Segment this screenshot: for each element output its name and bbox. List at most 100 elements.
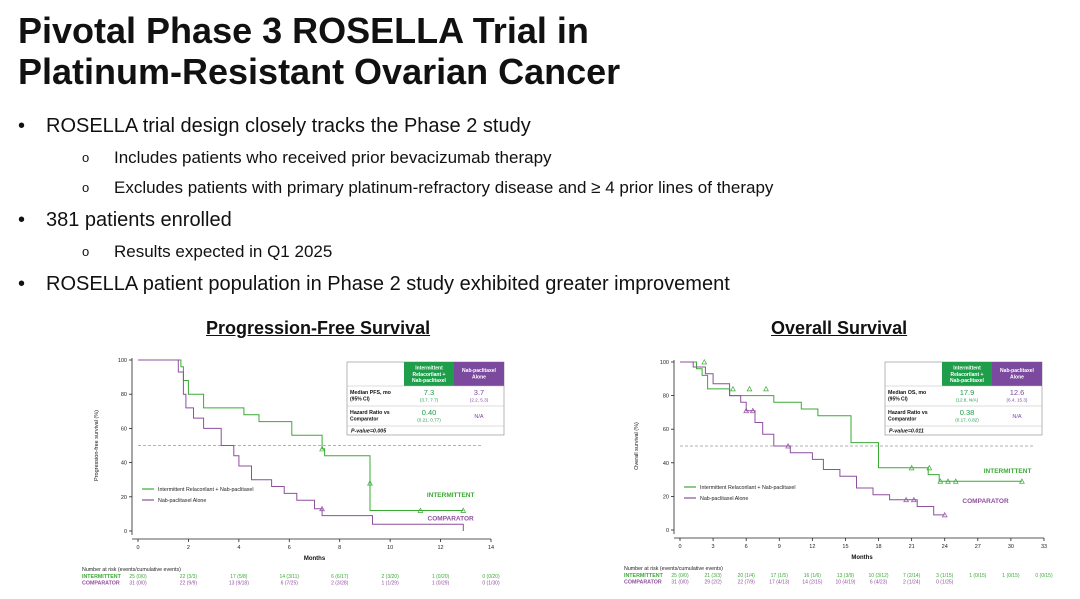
x-tick-label: 10 (387, 545, 393, 551)
at-risk-value-intermittent: 16 (1/6) (804, 573, 822, 579)
censor-mark-intermittent (746, 385, 753, 392)
censor-mark-intermittent (908, 464, 915, 471)
summary-table-value-comparator: N/A (1012, 414, 1022, 420)
summary-table-header-intermittent (942, 362, 992, 386)
summary-table-value-intermittent: 0.40 (422, 408, 437, 417)
sub-bullet-marker: o (82, 244, 90, 259)
at-risk-value-intermittent: 20 (1/4) (738, 573, 756, 579)
os-section-title: Overall Survival (771, 318, 908, 338)
at-risk-value-comparator: 22 (7/9) (738, 580, 756, 586)
censor-mark-comparator (319, 505, 325, 512)
sub-bullet-marker: o (82, 150, 90, 165)
bullet-text: ROSELLA trial design closely tracks the … (46, 115, 531, 137)
x-tick-label: 18 (875, 544, 881, 550)
summary-table-header-intermittent (404, 362, 454, 386)
series-label-intermittent: INTERMITTENT (984, 468, 1032, 475)
legend-label-intermittent: Intermittent Relacorilant + Nab-paclitax… (700, 485, 796, 491)
sub-bullet-text: Results expected in Q1 2025 (114, 242, 333, 261)
censor-mark-comparator (903, 496, 910, 503)
at-risk-value-comparator: 6 (7/25) (281, 581, 299, 587)
at-risk-value-intermittent: 21 (3/3) (704, 573, 722, 579)
y-axis-title: Overall survival (%) (634, 422, 640, 470)
y-tick-label: 80 (121, 392, 127, 398)
legend-label-comparator: Nab-paclitaxel Alone (158, 498, 206, 504)
at-risk-value-comparator: 0 (1/25) (936, 580, 954, 586)
summary-table-header-text: Nab-paclitaxel (1000, 368, 1035, 374)
x-tick-label: 30 (1008, 544, 1014, 550)
x-axis-title: Months (851, 555, 873, 561)
at-risk-label-intermittent: INTERMITTENT (82, 574, 122, 580)
at-risk-value-intermittent: 17 (1/5) (771, 573, 789, 579)
at-risk-value-comparator: 31 (0/0) (671, 580, 689, 586)
os-chart: 0 20 40 60 80 100 0 3 6 9 12 15 18 21 24 27 30 33 Months Ov… (620, 348, 1060, 594)
summary-table-ci-comparator: (2.2, 5.3) (470, 398, 489, 403)
summary-table-header-comparator (992, 362, 1042, 386)
summary-table-value-comparator: 3.7 (474, 388, 484, 397)
at-risk-value-comparator: 31 (0/0) (129, 581, 147, 587)
x-tick-label: 14 (488, 545, 494, 551)
at-risk-value-intermittent: 6 (6/17) (331, 574, 349, 580)
slide-title: Pivotal Phase 3 ROSELLA Trial in Platinu… (18, 10, 918, 92)
at-risk-value-intermittent: 17 (5/8) (230, 574, 248, 580)
at-risk-value-comparator: 13 (9/18) (229, 581, 249, 587)
summary-table-header-text: Relacorilant + (413, 372, 446, 378)
legend-label-intermittent: Intermittent Relacorilant + Nab-paclitax… (158, 487, 254, 493)
x-tick-label: 24 (942, 544, 948, 550)
summary-table-header-text: Nab-paclitaxel (950, 378, 985, 384)
y-tick-label: 20 (121, 495, 127, 501)
at-risk-label-intermittent: INTERMITTENT (624, 573, 664, 579)
summary-table-header-comparator (454, 362, 504, 386)
x-tick-label: 27 (975, 544, 981, 550)
summary-table-header-text: Intermittent (953, 366, 981, 372)
at-risk-value-comparator: 10 (4/19) (835, 580, 855, 586)
y-tick-label: 80 (663, 394, 669, 400)
y-tick-label: 60 (121, 426, 127, 432)
at-risk-value-comparator: 17 (4/13) (769, 580, 789, 586)
censor-mark-intermittent (937, 478, 944, 484)
censor-mark-intermittent (319, 445, 325, 452)
at-risk-value-intermittent: 25 (0/0) (129, 574, 147, 580)
sub-bullet-marker: o (82, 180, 90, 195)
legend-label-comparator: Nab-paclitaxel Alone (700, 496, 748, 502)
x-tick-label: 12 (809, 544, 815, 550)
censor-mark-intermittent (945, 478, 951, 484)
at-risk-value-intermittent: 7 (2/14) (903, 573, 921, 579)
x-tick-label: 33 (1041, 544, 1047, 550)
y-tick-label: 60 (663, 427, 669, 433)
x-tick-label: 9 (778, 544, 781, 550)
sub-bullet-text: Includes patients who received prior bev… (114, 148, 552, 167)
at-risk-header: Number at risk (events/cumulative events… (82, 567, 181, 573)
censor-mark-intermittent (952, 478, 959, 484)
series-line-comparator (680, 361, 945, 516)
at-risk-value-intermittent: 14 (3/11) (279, 574, 299, 580)
x-tick-label: 15 (842, 544, 848, 550)
y-tick-label: 0 (124, 529, 127, 535)
summary-table-row-sublabel: (95% CI) (350, 397, 370, 403)
pfs-chart: 0 20 40 60 80 100 0 2 4 6 8 10 12 14 Months Progression… (80, 348, 520, 594)
censor-mark-intermittent (701, 358, 708, 365)
x-tick-label: 3 (712, 544, 715, 550)
summary-table-row-label: Hazard Ratio vs (888, 410, 928, 416)
summary-table-header-text: Nab-paclitaxel (412, 378, 447, 384)
series-label-comparator: COMPARATOR (428, 516, 475, 523)
bullet-marker: • (18, 209, 26, 231)
at-risk-value-intermittent: 0 (0/20) (482, 574, 500, 580)
censor-mark-comparator (749, 407, 756, 414)
bullet-marker: • (18, 273, 26, 295)
censor-mark-intermittent (367, 480, 373, 486)
at-risk-value-comparator: 1 (0/29) (432, 581, 450, 587)
summary-table-value-comparator: N/A (474, 414, 484, 420)
at-risk-value-comparator: 6 (4/23) (870, 580, 888, 586)
y-tick-label: 40 (663, 461, 669, 467)
at-risk-label-comparator: COMPARATOR (82, 581, 120, 587)
slide-title-line-1: Pivotal Phase 3 ROSELLA Trial in (18, 10, 589, 51)
x-tick-label: 0 (678, 544, 681, 550)
censor-mark-comparator (743, 407, 750, 414)
bullet-text: 381 patients enrolled (46, 209, 232, 231)
summary-table-row-sublabel: (95% CI) (888, 397, 908, 403)
at-risk-value-comparator: 2 (1/24) (903, 580, 921, 586)
y-axis-title: Progression-free survival (%) (94, 410, 100, 481)
y-tick-label: 20 (663, 494, 669, 500)
censor-mark-comparator (785, 442, 791, 449)
censor-mark-comparator (941, 511, 948, 518)
